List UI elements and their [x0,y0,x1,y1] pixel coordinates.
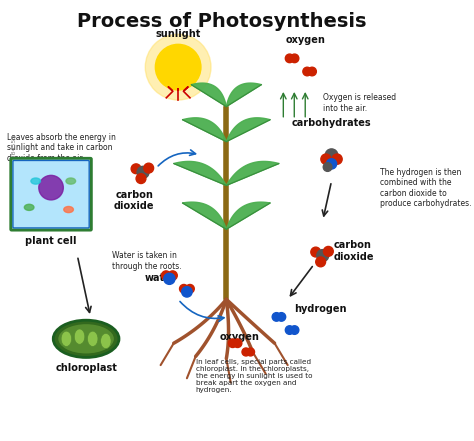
Ellipse shape [87,331,98,347]
Circle shape [246,348,255,356]
Text: hydrogen: hydrogen [294,304,347,314]
Circle shape [137,166,149,178]
Circle shape [164,273,175,284]
Circle shape [290,54,299,63]
Circle shape [311,247,320,257]
Circle shape [162,271,171,280]
Circle shape [131,164,141,174]
Circle shape [242,348,250,356]
Polygon shape [182,202,227,229]
Circle shape [228,339,237,348]
Ellipse shape [31,178,41,184]
Ellipse shape [100,333,111,349]
Circle shape [233,339,242,348]
Text: chloroplast: chloroplast [55,363,117,373]
Text: carbon
dioxide: carbon dioxide [114,190,155,211]
FancyBboxPatch shape [11,158,91,230]
Circle shape [327,159,337,169]
Ellipse shape [58,324,115,354]
Circle shape [317,250,328,262]
FancyBboxPatch shape [13,161,89,228]
Text: oxygen: oxygen [285,35,325,45]
Circle shape [285,54,294,63]
Circle shape [168,271,177,280]
Polygon shape [227,202,270,229]
Text: carbon
dioxide: carbon dioxide [334,240,374,262]
Text: Process of Photosynthesis: Process of Photosynthesis [77,12,367,31]
Ellipse shape [61,331,72,347]
Circle shape [308,67,316,76]
Circle shape [303,67,311,76]
Ellipse shape [64,206,73,213]
Text: water: water [145,273,176,283]
Ellipse shape [74,329,85,344]
Circle shape [39,176,64,200]
Circle shape [321,154,331,164]
Ellipse shape [24,204,34,210]
Circle shape [182,287,192,297]
Circle shape [290,326,299,334]
Ellipse shape [53,320,119,358]
Circle shape [144,163,154,173]
Circle shape [277,313,286,321]
Circle shape [155,45,201,90]
Polygon shape [182,118,227,142]
Polygon shape [174,161,227,186]
Polygon shape [191,83,227,107]
Text: oxygen: oxygen [219,332,259,342]
Circle shape [316,257,326,267]
Ellipse shape [66,178,75,184]
Text: Adobe Stock | #331384555: Adobe Stock | #331384555 [12,135,17,220]
Polygon shape [227,161,279,186]
Text: plant cell: plant cell [25,236,77,246]
Text: Water is taken in
through the roots.: Water is taken in through the roots. [112,251,182,271]
Text: In leaf cells, special parts called
chloroplast. In the chloroplasts,
the energy: In leaf cells, special parts called chlo… [196,359,312,392]
Circle shape [285,326,294,334]
Circle shape [323,163,332,172]
Text: sunlight: sunlight [155,29,201,39]
Text: Leaves absorb the energy in
sunlight and take in carbon
dioxide from the air.: Leaves absorb the energy in sunlight and… [7,133,116,163]
Circle shape [136,174,146,183]
Circle shape [323,247,333,256]
Circle shape [186,284,194,293]
Polygon shape [227,118,270,142]
Text: The hydrogen is then
combined with the
carbon dioxide to
produce carbohydrates.: The hydrogen is then combined with the c… [380,168,471,208]
Circle shape [332,154,342,164]
Circle shape [272,313,281,321]
Text: carbohydrates: carbohydrates [292,119,371,128]
Circle shape [180,284,188,293]
Text: Oxygen is released
into the air.: Oxygen is released into the air. [323,93,396,113]
Circle shape [145,34,211,100]
Polygon shape [227,83,261,107]
Circle shape [325,149,338,161]
